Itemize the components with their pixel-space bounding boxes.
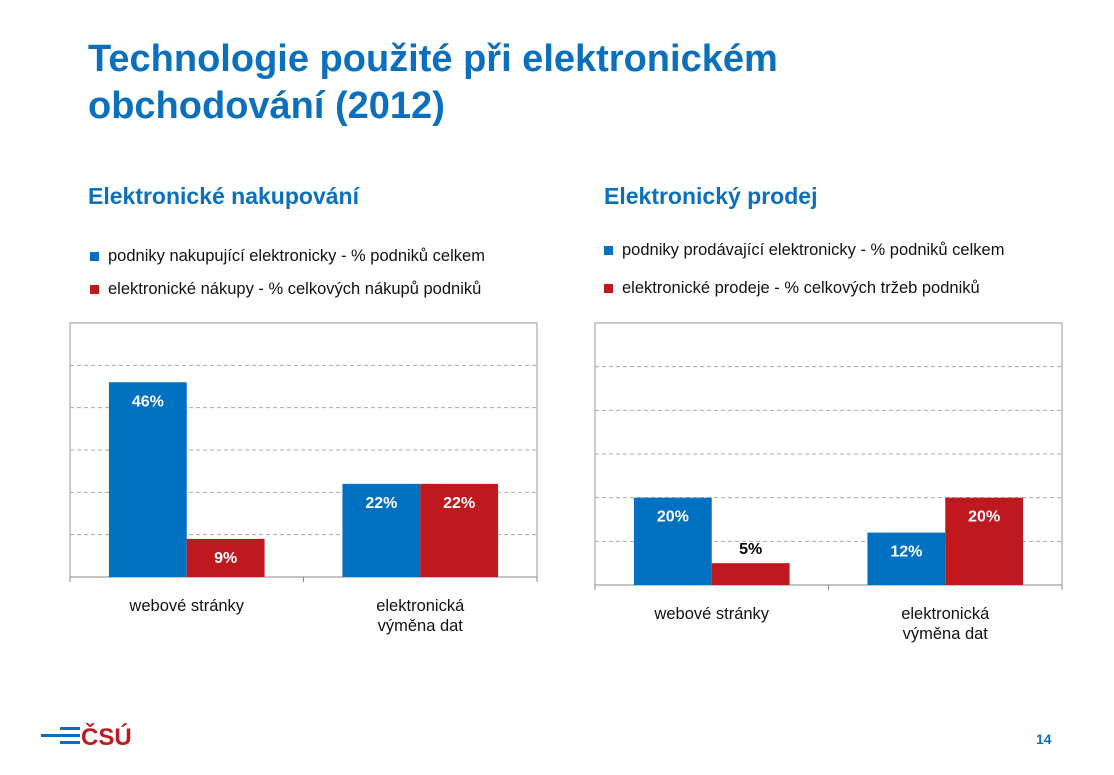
title-line-2: obchodování (2012) <box>88 85 445 127</box>
legend-swatch <box>604 284 613 293</box>
bar <box>633 497 712 585</box>
category-label: webové stránky <box>653 605 769 623</box>
data-label: 46% <box>132 393 164 410</box>
legend-label: podniky prodávající elektronicky - % pod… <box>622 241 1005 259</box>
legend-swatch <box>90 285 99 294</box>
svg-text:ČSÚ: ČSÚ <box>81 723 132 748</box>
data-label: 22% <box>443 495 475 512</box>
bar <box>945 497 1024 585</box>
data-label: 12% <box>890 544 922 561</box>
data-label: 9% <box>214 550 237 567</box>
bar <box>342 483 421 577</box>
bar <box>108 382 187 577</box>
legend-swatch <box>90 252 99 261</box>
category-label: webové stránky <box>128 597 244 615</box>
page-number: 14 <box>1036 731 1052 747</box>
bar <box>867 532 946 585</box>
csu-logo: ČSÚ <box>41 723 132 748</box>
legend-label: podniky nakupující elektronicky - % podn… <box>108 247 485 265</box>
legend-item: elektronické nákupy - % celkových nákupů… <box>90 280 481 299</box>
category-label: elektronická <box>901 605 990 623</box>
bar <box>420 483 499 577</box>
legend-item: podniky nakupující elektronicky - % podn… <box>90 247 485 266</box>
legend-swatch <box>604 246 613 255</box>
data-label: 20% <box>968 509 1000 526</box>
legend-item: elektronické prodeje - % celkových tržeb… <box>604 279 980 298</box>
category-label: výměna dat <box>378 617 464 635</box>
category-label: výměna dat <box>903 625 989 643</box>
category-label: elektronická <box>376 597 465 615</box>
right-chart-title: Elektronický prodej <box>604 183 818 209</box>
left-bar-chart: 46% 9% webové stránky 22% 22% elektronická vým… <box>69 322 538 635</box>
page-title: Technologie použité při elektronickém ob… <box>88 36 778 130</box>
left-chart-title: Elektronické nakupování <box>88 183 359 209</box>
legend-label: elektronické nákupy - % celkových nákupů… <box>108 280 482 298</box>
title-line-1: Technologie použité při elektronickém <box>88 38 778 80</box>
data-label: 20% <box>657 509 689 526</box>
legend-label: elektronické prodeje - % celkových tržeb… <box>622 279 980 297</box>
right-bar-chart: 20% 5% webové stránky 12% 20% elektronická vým… <box>594 322 1063 643</box>
legend-item: podniky prodávající elektronicky - % pod… <box>604 241 1004 260</box>
data-label: 5% <box>739 541 762 558</box>
bar <box>711 563 790 585</box>
data-label: 22% <box>365 495 397 512</box>
bar <box>186 538 265 577</box>
